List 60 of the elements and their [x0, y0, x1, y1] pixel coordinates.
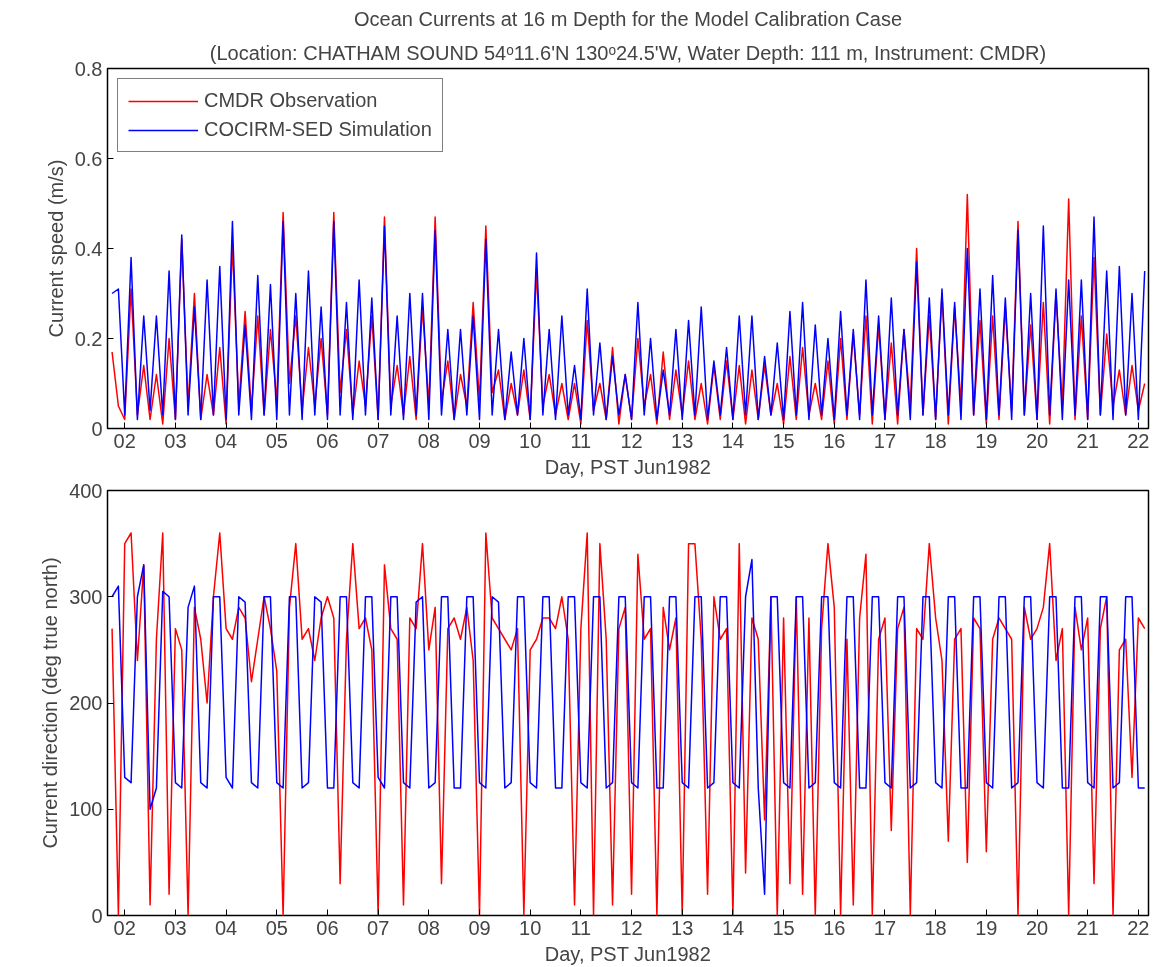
x-tick-label: 15 [772, 916, 795, 939]
chart-subtitle: (Location: CHATHAM SOUND 54ᵒ11.6'N 130ᵒ24.5'W, Water Depth: 111 m, Instrument: CMDR) [209, 41, 1047, 64]
x-tick-label: 04 [214, 916, 238, 939]
y-tick-label: 0.2 [74, 327, 103, 350]
chart-title: Ocean Currents at 16 m Depth for the Model Calibration Case [353, 7, 903, 30]
y-tick-label: 0.4 [74, 237, 103, 260]
x-tick-label: 11 [570, 916, 592, 939]
x-tick-label: 03 [164, 916, 187, 939]
x-tick-label: 20 [1025, 429, 1049, 452]
x-tick-label: 02 [113, 916, 136, 939]
x-tick-label: 13 [671, 916, 694, 939]
x-tick-label: 14 [721, 429, 745, 452]
x-tick-label: 22 [1127, 916, 1150, 939]
x-tick-label: 22 [1127, 429, 1150, 452]
y-axis-title: Current speed (m/s) [44, 159, 67, 338]
x-tick-label: 08 [417, 916, 440, 939]
x-tick-label: 20 [1025, 916, 1049, 939]
x-tick-label: 09 [468, 916, 491, 939]
x-tick-label: 19 [975, 916, 998, 939]
y-tick-label: 0.6 [74, 147, 103, 170]
x-tick-label: 03 [164, 429, 187, 452]
y-axis-title: Current direction (deg true north) [39, 557, 62, 849]
y-tick-label: 100 [69, 798, 103, 821]
y-tick-label: 200 [69, 692, 103, 714]
x-tick-label: 12 [620, 429, 643, 452]
x-tick-label: 17 [873, 429, 897, 452]
x-tick-label: 06 [316, 916, 339, 939]
x-tick-label: 18 [924, 429, 947, 452]
y-tick-label: 0.8 [74, 57, 103, 80]
x-tick-label: 13 [671, 429, 694, 452]
y-tick-label: 300 [69, 585, 103, 608]
x-tick-label: 06 [316, 429, 339, 452]
x-tick-label: 05 [265, 916, 288, 939]
x-tick-label: 21 [1076, 429, 1099, 452]
y-tick-label: 0 [91, 417, 103, 440]
x-tick-label: 10 [519, 429, 542, 452]
x-axis-title: Day, PST Jun1982 [544, 942, 711, 965]
x-tick-label: 18 [924, 916, 947, 939]
legend-label: COCIRM-SED Simulation [204, 118, 432, 141]
x-tick-label: 05 [265, 429, 288, 452]
x-tick-label: 17 [873, 916, 897, 939]
x-tick-label: 16 [823, 916, 846, 939]
x-tick-label: 09 [468, 429, 491, 452]
x-tick-label: 12 [620, 916, 643, 939]
x-tick-label: 15 [772, 429, 795, 452]
y-tick-label: 0 [91, 904, 103, 927]
y-tick-label: 400 [69, 479, 103, 502]
x-axis-title: Day, PST Jun1982 [544, 455, 711, 478]
x-tick-label: 16 [823, 429, 846, 452]
x-tick-label: 07 [367, 916, 390, 939]
legend-label: CMDR Observation [204, 89, 378, 112]
x-tick-label: 07 [367, 429, 390, 452]
x-tick-label: 21 [1076, 916, 1099, 939]
x-tick-label: 10 [519, 916, 542, 939]
x-tick-label: 19 [975, 429, 998, 452]
x-tick-label: 14 [721, 916, 745, 939]
x-tick-label: 11 [570, 429, 592, 452]
x-tick-label: 08 [417, 429, 440, 452]
x-tick-label: 02 [113, 429, 136, 452]
x-tick-label: 04 [214, 429, 238, 452]
